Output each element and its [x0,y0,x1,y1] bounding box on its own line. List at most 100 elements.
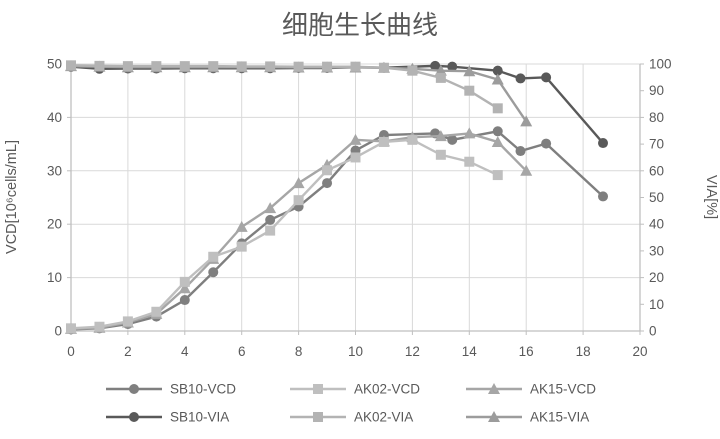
series-AK02-VCD [66,134,503,334]
series-AK15-VCD-marker [434,130,447,142]
y-axis-left-tick-label: 10 [47,270,62,285]
series-AK02-VIA-marker [322,61,333,72]
series-AK02-VCD-marker [293,195,304,206]
legend-circle-marker [129,384,139,394]
x-axis-tick-label: 8 [295,344,303,359]
series-AK02-VIA-marker [179,61,190,72]
series-SB10-VCD-marker [492,126,503,137]
series-SB10-VCD-marker [322,178,333,189]
y-axis-right-tick-label: 30 [649,243,664,258]
series-AK02-VIA-marker [66,60,76,71]
legend-item-AK02-VCD: AK02-VCD [290,382,420,397]
series-AK02-VIA-marker [407,65,418,76]
series-AK02-VCD-marker [208,251,219,262]
legend-label: AK15-VIA [530,410,589,425]
series-SB10-VIA-marker [515,73,526,84]
series-SB10-VCD-line [70,129,604,331]
series-SB10-VIA-marker [598,138,609,149]
y-axis-left-tick-label: 40 [47,110,62,125]
series-AK02-VCD-marker [378,136,389,147]
series-AK02-VCD-marker [350,152,361,163]
series-AK02-VCD-marker [236,241,247,252]
legend-label: SB10-VCD [170,382,236,397]
legend-square-marker [313,384,323,394]
series-SB10-VCD-marker [208,267,219,278]
series-AK02-VIA-marker [94,60,105,71]
y-axis-left-tick-label: 50 [47,57,62,72]
series-AK02-VCD-marker [464,156,475,167]
series-SB10-VCD-marker [265,214,276,225]
series-AK02-VIA [66,60,503,114]
x-axis-tick-label: 16 [519,344,534,359]
series-AK02-VCD-marker [407,134,418,145]
legend-item-AK02-VIA: AK02-VIA [290,410,413,425]
series-AK02-VCD-marker [66,323,76,334]
series-AK15-VCD-marker [178,282,191,294]
legend-circle-marker [129,412,139,422]
legend-item-AK15-VIA: AK15-VIA [466,410,589,425]
series-AK02-VCD-line [70,138,499,330]
series-AK02-VCD-marker [122,316,133,327]
y-axis-right-tick-label: 90 [649,83,664,98]
series-SB10-VCD-marker [179,295,190,306]
y-axis-right-tick-label: 50 [649,190,664,205]
series-SB10-VIA [66,60,609,149]
series-AK02-VIA-marker [236,61,247,72]
series-SB10-VCD-marker [515,146,526,157]
y-axis-right-tick-label: 100 [649,57,672,72]
series-AK02-VCD-marker [94,321,105,332]
legend-label: AK02-VIA [354,410,413,425]
series-AK15-VCD-marker [491,135,504,147]
series-SB10-VIA-marker [492,65,503,76]
series-AK15-VCD-marker [349,133,362,145]
x-axis-tick-label: 2 [124,344,132,359]
legend-label: SB10-VIA [170,410,229,425]
legend-triangle-marker [488,411,500,422]
y-axis-right-tick-label: 0 [649,324,657,339]
legend-item-SB10-VIA: SB10-VIA [106,410,229,425]
x-axis-tick-label: 18 [576,344,591,359]
series-AK15-VIA-marker [463,65,476,77]
y-axis-right-tick-label: 40 [649,217,664,232]
series-AK02-VIA-marker [151,61,162,72]
series-AK02-VCD-marker [265,225,276,236]
series-AK15-VIA-marker [491,73,504,85]
x-axis-tick-label: 14 [462,344,478,359]
y-axis-left-tick-label: 0 [54,324,62,339]
series-AK15-VCD-marker [292,177,305,189]
y-axis-right-tick-label: 60 [649,163,664,178]
series-SB10-VCD-marker [447,134,458,145]
y-axis-right-tick-label: 10 [649,297,664,312]
series-SB10-VIA-marker [541,72,552,83]
y-axis-right-tick-label: 80 [649,110,664,125]
series-AK02-VIA-marker [122,61,133,72]
x-axis-tick-label: 10 [348,344,363,359]
y-axis-left-tick-label: 20 [47,217,62,232]
series-SB10-VCD-marker [541,138,552,149]
x-axis-tick-label: 6 [238,344,246,359]
series-AK15-VIA-marker [520,115,533,127]
legend-item-AK15-VCD: AK15-VCD [466,382,596,397]
y-axis-left-title: VCD[10⁶cells/mL] [4,140,20,254]
x-axis-tick-label: 4 [181,344,189,359]
series-AK15-VCD-marker [463,127,476,139]
y-axis-right-tick-label: 20 [649,270,664,285]
series-AK02-VCD-marker [322,165,333,176]
y-axis-right-title: VIA[%] [703,175,719,219]
series-AK02-VIA-line [70,64,499,110]
series-SB10-VCD-marker [598,191,609,202]
series-AK02-VCD-marker [492,170,503,181]
y-axis-left-tick-label: 30 [47,163,62,178]
legend-item-SB10-VCD: SB10-VCD [106,382,236,397]
x-axis-tick-label: 0 [67,344,75,359]
legend-label: AK15-VCD [530,382,596,397]
series-SB10-VIA-marker [430,60,441,71]
series-SB10-VIA-marker [447,61,458,72]
legend-label: AK02-VCD [354,382,420,397]
chart-title: 细胞生长曲线 [282,10,438,40]
legend-square-marker [313,412,323,422]
series-AK15-VCD-marker [520,164,533,176]
series-AK02-VIA-marker [208,61,219,72]
